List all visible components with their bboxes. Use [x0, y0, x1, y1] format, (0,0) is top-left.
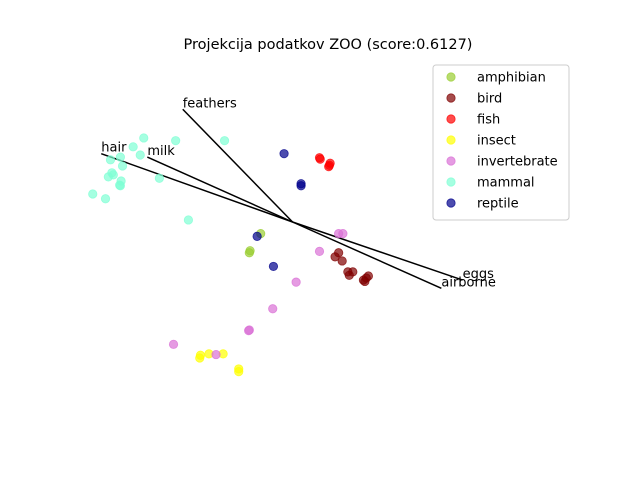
legend-label-invertebrate: invertebrate	[477, 155, 558, 170]
vector-label-airborne: airborne	[441, 275, 495, 290]
point-mammal	[88, 189, 98, 199]
vector-feathers	[182, 108, 294, 223]
point-mammal	[100, 194, 111, 204]
point-fish	[324, 162, 334, 172]
point-invertebrate	[244, 326, 254, 336]
scatter-points	[88, 133, 373, 377]
point-insect	[234, 367, 244, 377]
point-reptile	[252, 231, 262, 241]
legend-marker-bird	[446, 93, 456, 103]
legend-label-mammal: mammal	[477, 176, 535, 191]
vector-eggs	[292, 221, 463, 281]
legend-marker-amphibian	[446, 72, 456, 82]
vector-label-milk: milk	[147, 144, 175, 159]
point-fish	[315, 154, 325, 164]
point-mammal	[171, 136, 181, 146]
point-reptile	[296, 181, 306, 191]
point-mammal	[115, 152, 125, 162]
legend-label-reptile: reptile	[477, 197, 519, 212]
point-bird	[330, 252, 340, 262]
vector-airborne	[292, 221, 442, 289]
point-bird	[344, 270, 354, 280]
point-invertebrate	[211, 349, 221, 360]
point-bird	[360, 276, 370, 287]
legend-marker-mammal	[446, 177, 456, 187]
point-mammal	[135, 150, 145, 160]
point-mammal	[219, 136, 230, 146]
point-mammal	[105, 155, 116, 165]
point-invertebrate	[314, 246, 325, 256]
point-invertebrate	[268, 304, 278, 314]
legend-marker-invertebrate	[446, 156, 456, 166]
legend-label-fish: fish	[477, 113, 500, 128]
point-mammal	[183, 215, 194, 225]
legend-box	[432, 64, 570, 221]
point-mammal	[103, 172, 113, 182]
point-mammal	[115, 181, 125, 191]
vector-label-hair: hair	[101, 141, 127, 156]
point-reptile	[268, 261, 279, 272]
point-invertebrate	[291, 277, 301, 287]
legend-marker-fish	[446, 114, 456, 124]
legend-marker-reptile	[446, 198, 456, 208]
point-bird	[337, 256, 347, 266]
legend-label-insect: insect	[477, 134, 516, 149]
point-mammal	[154, 173, 164, 183]
legend-label-bird: bird	[477, 92, 502, 107]
point-mammal	[117, 161, 128, 171]
point-invertebrate	[338, 229, 348, 239]
vector-label-eggs: eggs	[463, 267, 495, 282]
legend: amphibian bird fish insect invertebrate mamma…	[432, 64, 570, 221]
point-mammal	[139, 133, 149, 143]
vector-hair	[101, 152, 293, 223]
point-insect	[195, 353, 205, 363]
point-invertebrate	[168, 339, 179, 349]
point-amphibian	[244, 248, 254, 258]
vector-milk	[147, 156, 293, 223]
chart-title: Projekcija podatkov ZOO (score:0.6127)	[184, 37, 473, 53]
vector-label-feathers: feathers	[183, 96, 237, 111]
point-mammal	[128, 142, 138, 152]
point-reptile	[279, 149, 289, 159]
legend-marker-insect	[446, 135, 456, 145]
legend-label-amphibian: amphibian	[477, 71, 546, 86]
